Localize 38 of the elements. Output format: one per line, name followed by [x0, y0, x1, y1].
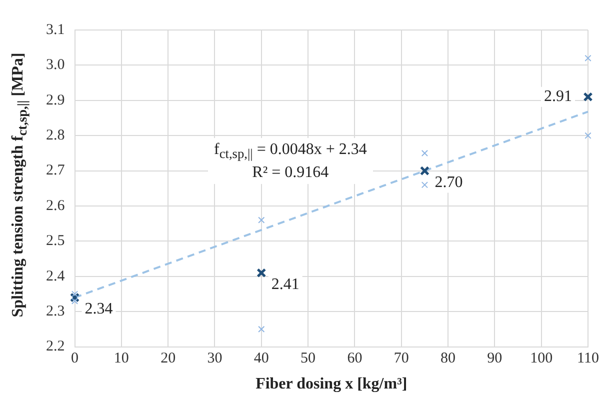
- point: [421, 150, 428, 157]
- x-tick-label: 70: [394, 350, 409, 367]
- x-tick-label: 0: [71, 350, 78, 367]
- data-label: 2.41: [271, 276, 300, 294]
- x-axis-title: Fiber dosing x [kg/m³]: [256, 376, 408, 393]
- annotation: R² = 0.9164: [251, 163, 330, 182]
- x-tick-label: 80: [440, 350, 456, 367]
- y-tick-label: 2.5: [46, 233, 65, 250]
- x-tick-label: 90: [487, 350, 502, 367]
- point: [256, 268, 266, 278]
- x-tick-label: 10: [114, 350, 129, 367]
- x-tick-label: 50: [300, 350, 316, 367]
- y-tick-label: 3.1: [46, 22, 65, 38]
- point: [258, 216, 265, 224]
- point: [258, 326, 265, 333]
- point: [583, 92, 593, 102]
- y-tick-label: 2.3: [46, 304, 65, 320]
- x-tick-label: 110: [577, 350, 599, 367]
- data-label: 2.70: [434, 174, 463, 192]
- data-label: 2.34: [84, 300, 113, 318]
- point: [584, 132, 592, 139]
- y-tick-label: 2.7: [46, 162, 66, 179]
- y-tick-label: 2.2: [46, 338, 65, 355]
- point: [421, 182, 428, 188]
- x-tick-label: 30: [207, 350, 222, 367]
- y-tick-label: 2.6: [46, 198, 66, 214]
- y-tick-label: 2.8: [46, 128, 65, 144]
- y-tick-label: 2.9: [46, 92, 65, 108]
- point: [420, 166, 430, 176]
- x-tick-label: 60: [347, 350, 362, 367]
- y-tick-label: 3.0: [46, 57, 65, 74]
- point: [584, 54, 592, 62]
- x-tick-label: 20: [160, 350, 176, 367]
- x-tick-label: 40: [254, 350, 269, 367]
- data-label: 2.91: [544, 88, 572, 106]
- annotation: f$_{ct,sp,||}$ = 0.0048x + 2.34: [214, 140, 367, 164]
- y-tick-label: 2.4: [46, 268, 66, 284]
- x-tick-label: 100: [530, 350, 553, 367]
